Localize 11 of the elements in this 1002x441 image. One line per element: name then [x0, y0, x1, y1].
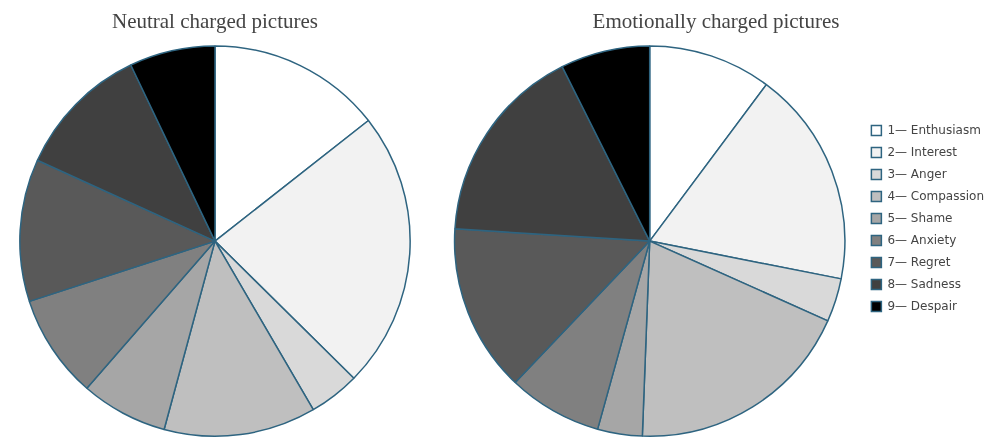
legend-label: 3— Anger [887, 166, 947, 181]
legend-label: 2— Interest [887, 144, 958, 159]
legend-label: 1— Enthusiasm [887, 122, 981, 137]
legend-label: 7— Regret [887, 254, 951, 269]
legend-label: 9— Despair [887, 298, 958, 313]
legend-label: 8— Sadness [887, 276, 961, 291]
legend-label: 6— Anxiety [887, 232, 957, 247]
chart-title: Neutral charged pictures [111, 9, 319, 34]
chart-title: Emotionally charged pictures [592, 9, 840, 34]
legend-label: 5— Shame [887, 210, 953, 225]
legend-label: 4— Compassion [887, 188, 985, 203]
